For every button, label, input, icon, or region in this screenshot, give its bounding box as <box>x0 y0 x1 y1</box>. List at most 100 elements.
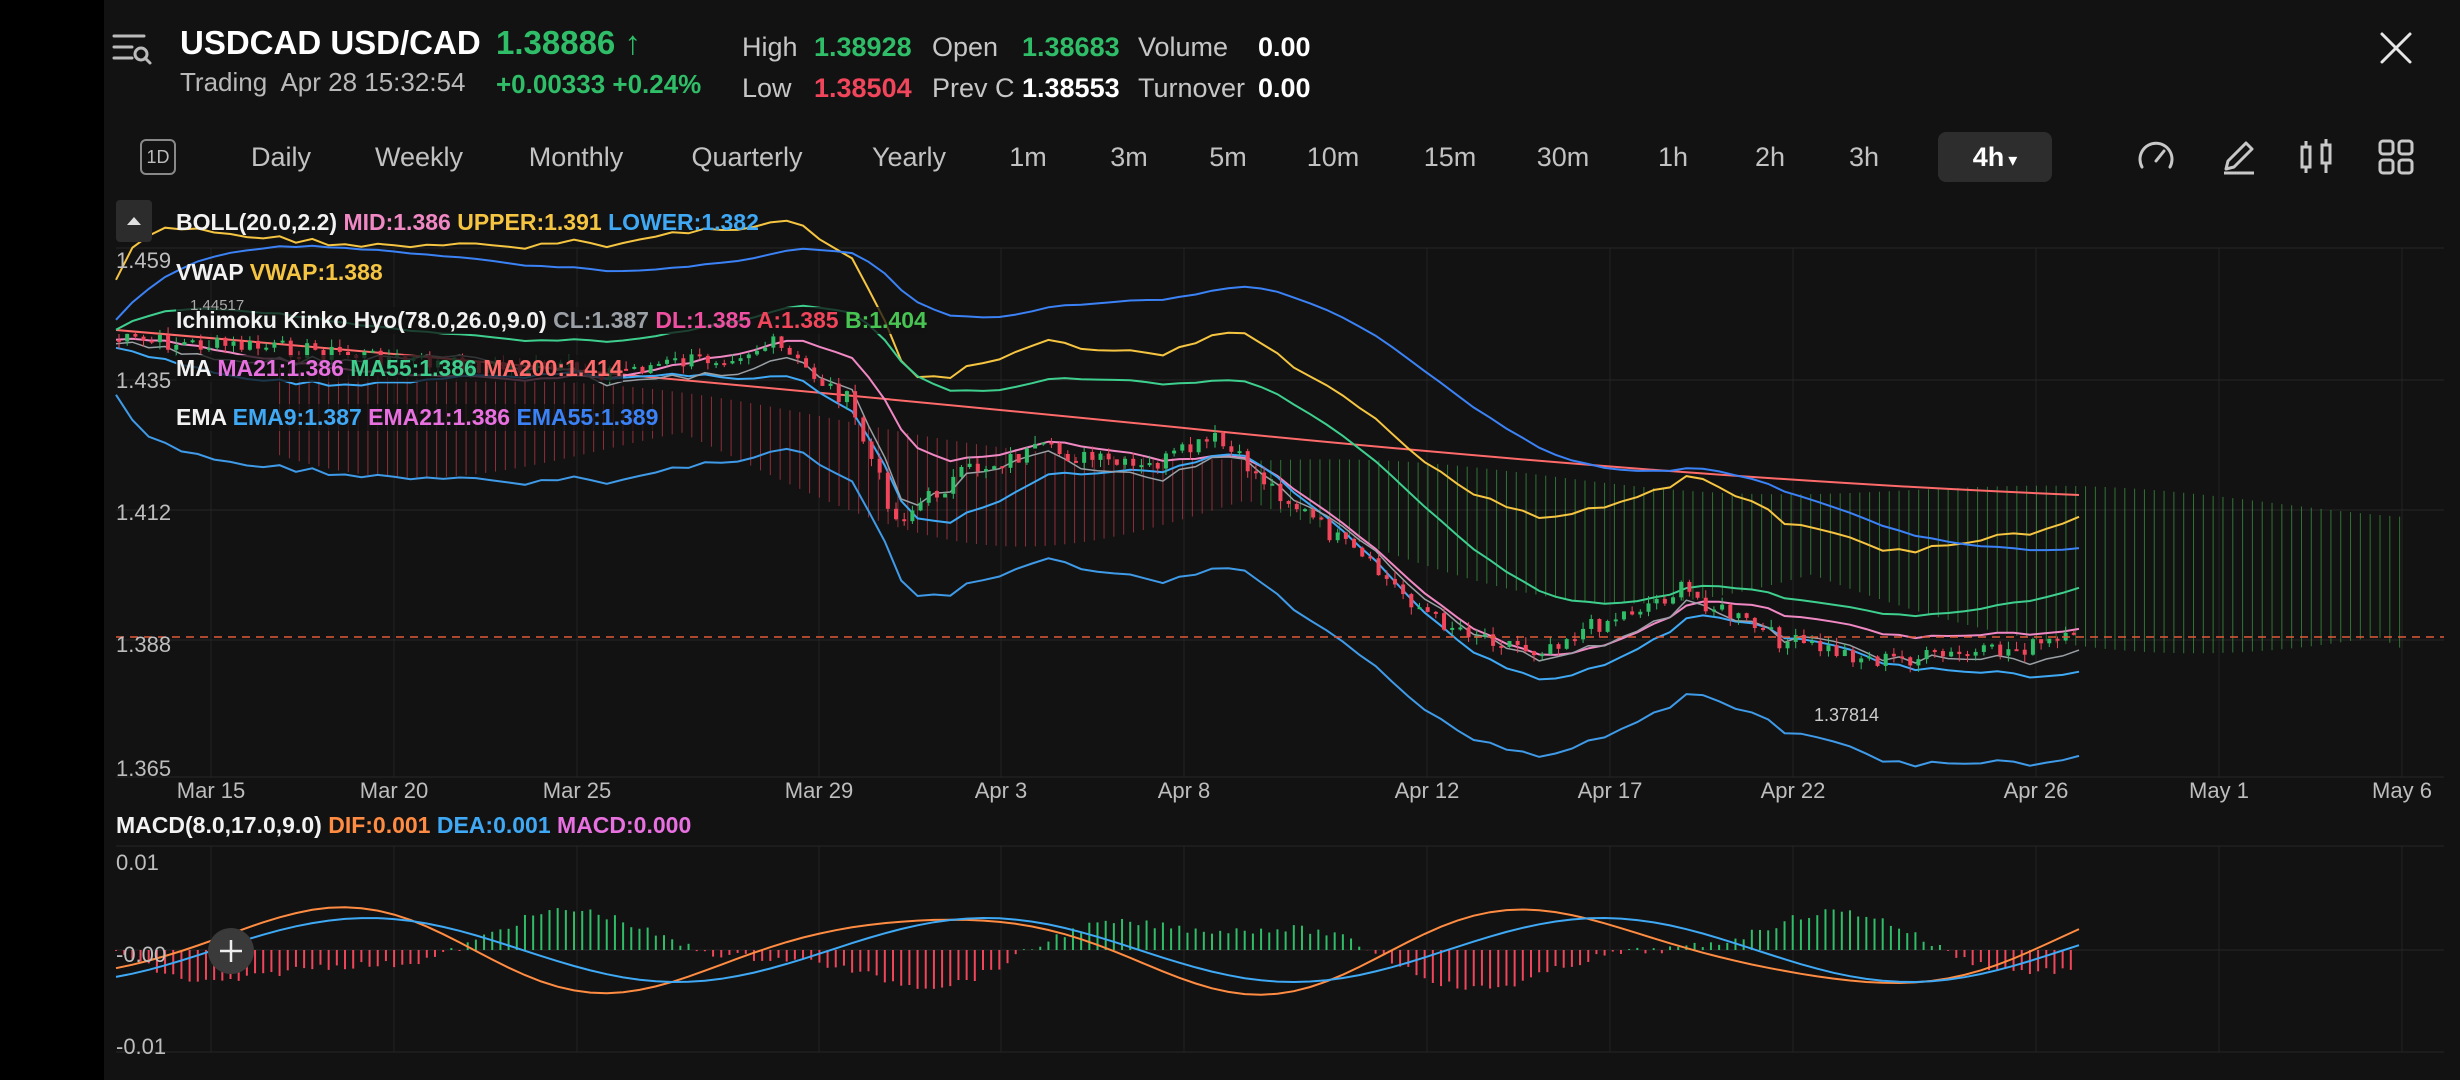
candle <box>231 341 236 346</box>
legend-ichimoku[interactable]: Ichimoku Kinko Hyo(78.0,26.0,9.0) CL:1.3… <box>176 307 927 334</box>
close-icon[interactable] <box>2374 26 2418 70</box>
candle <box>1180 444 1185 451</box>
low-value: 1.38504 <box>814 73 912 103</box>
ma55-line <box>115 304 2080 618</box>
day-badge[interactable]: 1D <box>140 139 176 175</box>
collapse-arrow-icon[interactable] <box>116 200 152 242</box>
candle <box>313 343 318 350</box>
candle <box>951 476 956 494</box>
turnover-value: 0.00 <box>1258 73 1311 103</box>
candle <box>828 383 833 386</box>
candle <box>1581 628 1586 640</box>
candle <box>771 336 776 348</box>
grid-icon[interactable] <box>2374 135 2418 179</box>
candle <box>1253 471 1258 474</box>
symbol-title: USDCAD USD/CAD <box>180 24 481 61</box>
candle <box>1352 538 1357 548</box>
candle <box>2047 638 2052 644</box>
candle <box>1679 581 1684 598</box>
tab-4h[interactable]: 4h ▾ <box>1938 132 2052 182</box>
candle <box>754 350 759 355</box>
candle <box>215 337 220 348</box>
tab-3h[interactable]: 3h <box>1848 142 1880 172</box>
candle <box>346 351 351 356</box>
tab-30m[interactable]: 30m <box>1536 142 1590 172</box>
x-tick: Apr 26 <box>2003 778 2069 803</box>
candle <box>697 354 702 357</box>
legend-boll[interactable]: BOLL(20.0,2.2) MID:1.386 UPPER:1.391 LOW… <box>176 209 759 236</box>
candle <box>632 366 637 369</box>
candle <box>975 463 980 472</box>
candle <box>1302 509 1307 512</box>
boll-lower-line <box>115 394 2080 768</box>
low-stat: Low 1.38504 <box>742 73 912 104</box>
turnover-stat: Turnover 0.00 <box>1138 73 1311 104</box>
candle <box>1531 651 1536 656</box>
candle <box>2071 632 2076 635</box>
legend-vwap[interactable]: VWAP VWAP:1.388 <box>176 259 383 286</box>
tab-quarterly[interactable]: Quarterly <box>691 142 803 172</box>
legend-ma[interactable]: MA MA21:1.386 MA55:1.386 MA200:1.414 <box>176 355 623 382</box>
y-tick: 1.435 <box>116 368 172 393</box>
candle <box>722 363 727 366</box>
candle <box>182 342 187 345</box>
candle <box>656 363 661 366</box>
tab-10m[interactable]: 10m <box>1306 142 1360 172</box>
candle <box>779 336 784 348</box>
speedometer-icon[interactable] <box>2134 135 2178 179</box>
candle <box>1572 639 1577 642</box>
menu-search-icon[interactable] <box>110 26 154 70</box>
candle <box>1621 611 1626 620</box>
candle <box>1965 654 1970 657</box>
candle <box>1793 634 1798 642</box>
candle <box>1343 532 1348 539</box>
legend-macd[interactable]: MACD(8.0,17.0,9.0) DIF:0.001 DEA:0.001 M… <box>116 812 691 839</box>
price-up-arrow-icon: ↑ <box>624 24 641 61</box>
boll-upper: UPPER:1.391 <box>457 209 602 235</box>
candle-style-icon[interactable] <box>2294 135 2338 179</box>
candle <box>1597 619 1602 632</box>
x-tick: Mar 29 <box>784 778 854 803</box>
candle <box>1695 591 1700 598</box>
open-stat: Open 1.38683 <box>932 32 1120 63</box>
ichimoku-a: A:1.385 <box>756 307 839 333</box>
ema-name: EMA <box>176 404 227 430</box>
candle <box>2030 639 2035 655</box>
candle <box>1270 483 1275 486</box>
candle <box>1916 659 1921 666</box>
tab-monthly[interactable]: Monthly <box>528 142 624 172</box>
candle <box>967 463 972 467</box>
candle <box>894 508 899 520</box>
candle <box>1319 517 1324 520</box>
candle <box>1564 639 1569 649</box>
tab-daily[interactable]: Daily <box>250 142 311 172</box>
pen-icon[interactable] <box>2216 135 2260 179</box>
candle <box>198 340 203 350</box>
tab-2h[interactable]: 2h <box>1754 142 1786 172</box>
open-label: Open <box>932 32 999 62</box>
boll-mid: MID:1.386 <box>343 209 451 235</box>
tab-yearly[interactable]: Yearly <box>871 142 947 172</box>
tab-1h[interactable]: 1h <box>1657 142 1689 172</box>
x-tick: Mar 15 <box>176 778 246 803</box>
crosshair-icon[interactable] <box>208 928 254 974</box>
tab-15m[interactable]: 15m <box>1423 142 1477 172</box>
tab-5m[interactable]: 5m <box>1209 142 1247 172</box>
tab-3m[interactable]: 3m <box>1110 142 1148 172</box>
candle <box>1286 501 1291 504</box>
candle <box>1613 619 1618 622</box>
candle <box>174 344 179 350</box>
candle <box>665 359 670 364</box>
tab-1m[interactable]: 1m <box>1009 142 1047 172</box>
candle <box>853 391 858 418</box>
candle <box>1016 454 1021 463</box>
x-tick: May 1 <box>2189 778 2249 803</box>
candle <box>844 391 849 403</box>
candle <box>329 346 334 360</box>
candle <box>738 358 743 362</box>
candle <box>1384 575 1389 579</box>
tab-weekly[interactable]: Weekly <box>374 142 464 172</box>
candle <box>1540 654 1545 657</box>
legend-ema[interactable]: EMA EMA9:1.387 EMA21:1.386 EMA55:1.389 <box>176 404 659 431</box>
candle <box>1172 450 1177 454</box>
